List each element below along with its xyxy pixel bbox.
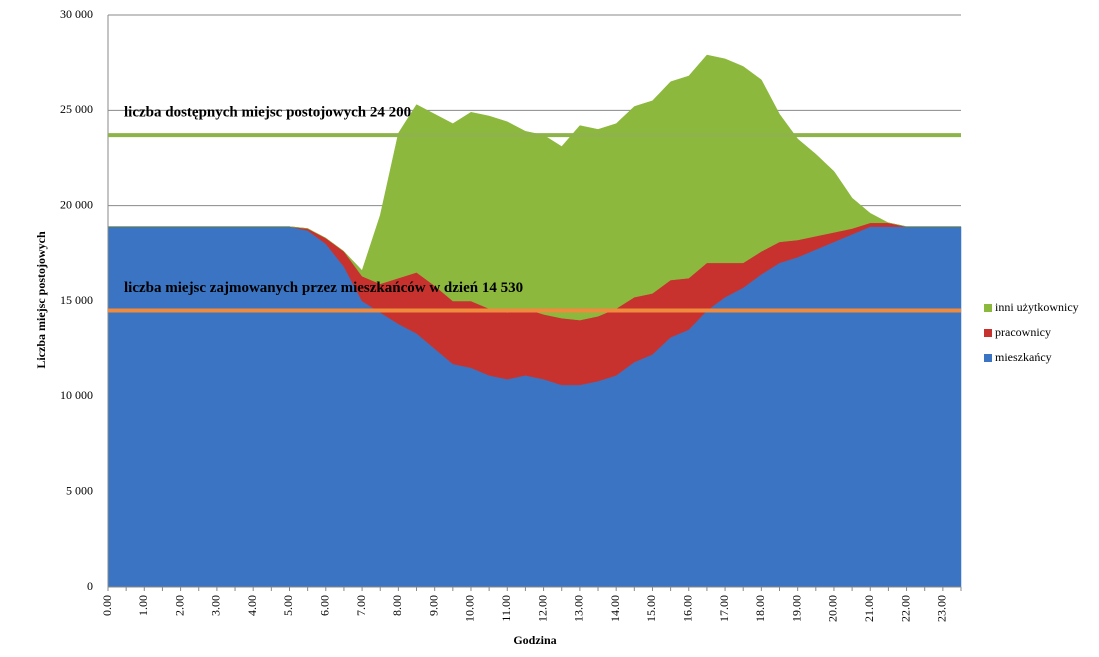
- x-tick-label: 22.00: [898, 595, 912, 622]
- y-tick-label: 5 000: [66, 483, 93, 497]
- x-tick-label: 15.00: [644, 595, 658, 622]
- x-tick-label: 5.00: [281, 595, 295, 616]
- x-tick-label: 20.00: [826, 595, 840, 622]
- x-tick-label: 21.00: [862, 595, 876, 622]
- legend-swatch: [984, 304, 992, 312]
- y-tick-label: 10 000: [60, 388, 93, 402]
- y-tick-label: 25 000: [60, 102, 93, 116]
- x-tick-label: 9.00: [426, 595, 440, 616]
- legend-swatch: [984, 354, 992, 362]
- x-tick-label: 2.00: [172, 595, 186, 616]
- annotation: liczba dostępnych miejsc postojowych 24 …: [124, 105, 411, 121]
- x-tick-label: 4.00: [245, 595, 259, 616]
- area: [108, 54, 961, 321]
- x-tick-label: 18.00: [753, 595, 767, 622]
- y-tick-label: 15 000: [60, 293, 93, 307]
- legend-label: pracownicy: [995, 325, 1051, 339]
- y-axis-title: Liczba miejsc postojowych: [34, 231, 48, 369]
- x-tick-label: 23.00: [935, 595, 949, 622]
- x-axis-title: Godzina: [513, 633, 556, 647]
- x-tick-label: 1.00: [136, 595, 150, 616]
- legend-label: inni użytkownicy: [995, 300, 1079, 314]
- x-tick-label: 6.00: [318, 595, 332, 616]
- legend-swatch: [984, 329, 992, 337]
- y-tick-label: 0: [87, 579, 93, 593]
- x-tick-label: 17.00: [717, 595, 731, 622]
- x-tick-label: 7.00: [354, 595, 368, 616]
- y-tick-label: 20 000: [60, 197, 93, 211]
- annotation: liczba miejsc zajmowanych przez mieszkań…: [124, 280, 523, 296]
- x-tick-label: 14.00: [608, 595, 622, 622]
- x-tick-label: 11.00: [499, 595, 513, 622]
- x-tick-label: 8.00: [390, 595, 404, 616]
- x-tick-label: 12.00: [535, 595, 549, 622]
- x-tick-label: 16.00: [681, 595, 695, 622]
- x-tick-label: 10.00: [463, 595, 477, 622]
- x-tick-label: 19.00: [789, 595, 803, 622]
- legend-label: mieszkańcy: [995, 350, 1052, 364]
- x-tick-label: 3.00: [209, 595, 223, 616]
- x-tick-label: 0.00: [100, 595, 114, 616]
- x-tick-label: 13.00: [572, 595, 586, 622]
- y-tick-label: 30 000: [60, 7, 93, 21]
